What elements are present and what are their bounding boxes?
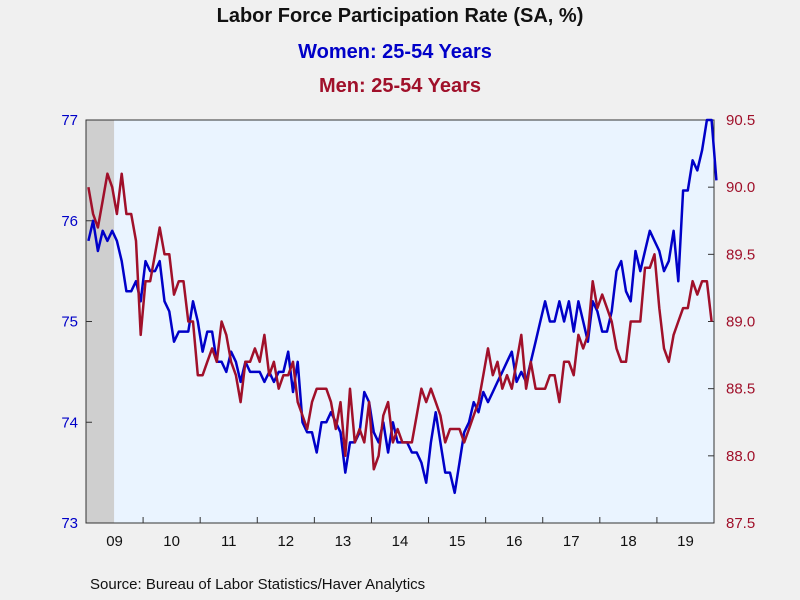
x-tick-label: 12 (277, 533, 294, 550)
right-tick-label: 89.0 (726, 314, 755, 331)
plot-area (86, 120, 714, 523)
legend-women: Women: 25-54 Years (298, 41, 492, 63)
left-tick-label: 77 (61, 112, 78, 129)
right-tick-label: 88.5 (726, 381, 755, 398)
series-line-men (87, 172, 713, 471)
x-tick-label: 11 (221, 533, 237, 550)
right-tick-label: 89.5 (726, 246, 755, 263)
legend-men: Men: 25-54 Years (319, 75, 481, 97)
left-tick-label: 74 (61, 414, 78, 431)
x-tick-label: 17 (563, 533, 580, 550)
x-tick-label: 10 (163, 533, 180, 550)
right-tick-label: 90.0 (726, 179, 755, 196)
x-tick-label: 13 (335, 533, 352, 550)
left-tick-label: 75 (61, 314, 78, 331)
x-tick-label: 16 (506, 533, 523, 550)
x-tick-label: 18 (620, 533, 637, 550)
x-tick-label: 14 (392, 533, 409, 550)
source-note: Source: Bureau of Labor Statistics/Haver… (90, 576, 426, 593)
chart-title: Labor Force Participation Rate (SA, %) (216, 5, 584, 27)
right-tick-label: 88.0 (726, 448, 755, 465)
x-tick-label: 15 (449, 533, 466, 550)
x-tick-label: 19 (677, 533, 694, 550)
left-tick-label: 76 (61, 213, 78, 230)
x-tick-label: 09 (106, 533, 123, 550)
right-tick-label: 87.5 (726, 515, 755, 532)
right-tick-label: 90.5 (726, 112, 755, 129)
left-tick-label: 73 (61, 515, 78, 532)
